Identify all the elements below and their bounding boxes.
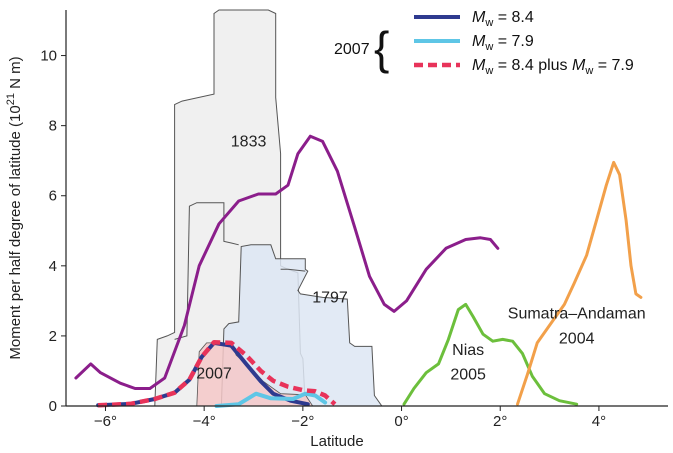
legend-brace: { xyxy=(374,22,389,74)
series-line-nias xyxy=(402,302,579,406)
y-tick-label: 0 xyxy=(49,398,57,415)
series-line-mw79 xyxy=(214,391,328,408)
series-line-sumatra xyxy=(516,160,643,406)
annotations: 1833 1797 2007 Nias 2005 Sumatra–Andaman 2004 xyxy=(196,134,645,384)
y-tick-label: 8 xyxy=(49,118,57,135)
legend-entry-mw84: Mw = 8.4 xyxy=(472,9,534,29)
axes: −6° −4° −2° 0° 2° 4° 0 2 4 6 8 10 Latitude Moment per… xyxy=(5,10,668,450)
annotation-text: Sumatra–Andaman xyxy=(508,305,646,322)
legend-group-label: 2007 xyxy=(334,41,370,58)
data-series xyxy=(74,134,643,408)
y-tick-label: 6 xyxy=(49,188,57,205)
legend-entry-combined: Mw = 8.4 plus Mw = 7.9 xyxy=(472,57,634,77)
y-tick-label: 2 xyxy=(49,328,57,345)
y-axis-label: Moment per half degree of latitude (1021… xyxy=(5,56,24,359)
x-axis-label: Latitude xyxy=(310,433,363,450)
region-label-1797: 1797 xyxy=(312,290,348,307)
legend-entry-mw79: Mw = 7.9 xyxy=(472,33,534,53)
region-label-1833: 1833 xyxy=(231,134,267,151)
annotation-text: 2005 xyxy=(450,367,486,384)
x-tick-label: −6° xyxy=(94,413,117,430)
x-tick-label: −2° xyxy=(291,413,314,430)
x-tick-label: 4° xyxy=(592,413,606,430)
x-tick-label: 0° xyxy=(394,413,408,430)
legend: 2007 { Mw = 8.4 Mw = 7.9 Mw = 8.4 plus Mw = … xyxy=(334,9,634,77)
x-tick-label: −4° xyxy=(193,413,216,430)
series-line-purple xyxy=(74,134,500,390)
region-1797 xyxy=(220,244,383,407)
series-line-combined xyxy=(98,339,337,408)
annotation-text: Nias xyxy=(452,342,484,359)
x-tick-label: 2° xyxy=(493,413,507,430)
y-tick-label: 10 xyxy=(40,48,57,65)
region-inner-outline xyxy=(280,268,306,272)
region-label-2007: 2007 xyxy=(196,366,232,383)
y-tick-label: 4 xyxy=(49,258,57,275)
annotation-text: 2004 xyxy=(559,331,595,348)
